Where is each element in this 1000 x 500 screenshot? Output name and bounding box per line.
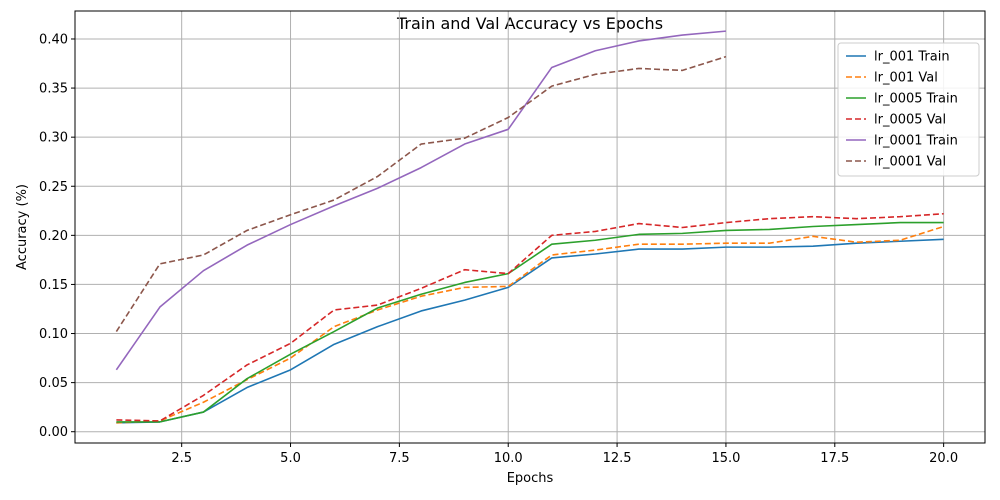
chart-title: Train and Val Accuracy vs Epochs bbox=[396, 14, 663, 33]
y-axis-ticks: 0.00 0.05 0.10 0.15 0.20 0.25 0.30 0.35 0.40 bbox=[39, 32, 75, 440]
series-line-lr-0001-val bbox=[115, 55, 727, 332]
y-tick-label: 0.20 bbox=[39, 229, 68, 244]
series-line-lr-0001-train bbox=[115, 30, 727, 371]
x-tick-label: 7.5 bbox=[389, 451, 410, 466]
x-tick-label: 17.5 bbox=[820, 451, 849, 466]
x-axis-ticks: 2.5 5.0 7.5 10.0 12.5 15.0 17.5 20.0 bbox=[171, 443, 958, 466]
legend-label: lr_0001 Val bbox=[874, 155, 946, 170]
series-line-lr-001-train bbox=[116, 238, 944, 424]
legend-box bbox=[837, 42, 980, 177]
x-axis-title: Epochs bbox=[507, 471, 554, 486]
series-line-lr-001-val bbox=[116, 225, 944, 424]
y-tick-label: 0.05 bbox=[39, 376, 68, 391]
y-tick-label: 0.30 bbox=[39, 131, 68, 146]
legend-label: lr_001 Train bbox=[874, 50, 950, 65]
legend-label: lr_0005 Train bbox=[874, 92, 958, 107]
x-tick-label: 2.5 bbox=[171, 451, 192, 466]
x-tick-label: 15.0 bbox=[711, 451, 740, 466]
x-tick-label: 12.5 bbox=[603, 451, 632, 466]
legend-label: lr_001 Val bbox=[874, 71, 938, 86]
series-lines bbox=[115, 30, 944, 424]
series-line-lr-0005-val bbox=[116, 212, 944, 422]
legend: lr_001 Train lr_001 Val lr_0005 Train lr_00… bbox=[837, 42, 980, 177]
y-tick-label: 0.40 bbox=[39, 32, 68, 47]
y-axis-title: Accuracy (%) bbox=[15, 184, 30, 270]
legend-label: lr_0001 Train bbox=[874, 134, 958, 149]
grid bbox=[75, 11, 985, 443]
x-tick-label: 5.0 bbox=[280, 451, 301, 466]
x-tick-label: 10.0 bbox=[494, 451, 523, 466]
y-tick-label: 0.25 bbox=[39, 180, 68, 195]
series-line-lr-0005-train bbox=[116, 221, 944, 423]
y-tick-label: 0.15 bbox=[39, 278, 68, 293]
legend-label: lr_0005 Val bbox=[874, 113, 946, 128]
y-tick-label: 0.00 bbox=[39, 425, 68, 440]
y-tick-label: 0.10 bbox=[39, 327, 68, 342]
y-tick-label: 0.35 bbox=[39, 82, 68, 97]
plot-frame bbox=[74, 10, 986, 444]
x-tick-label: 20.0 bbox=[929, 451, 958, 466]
